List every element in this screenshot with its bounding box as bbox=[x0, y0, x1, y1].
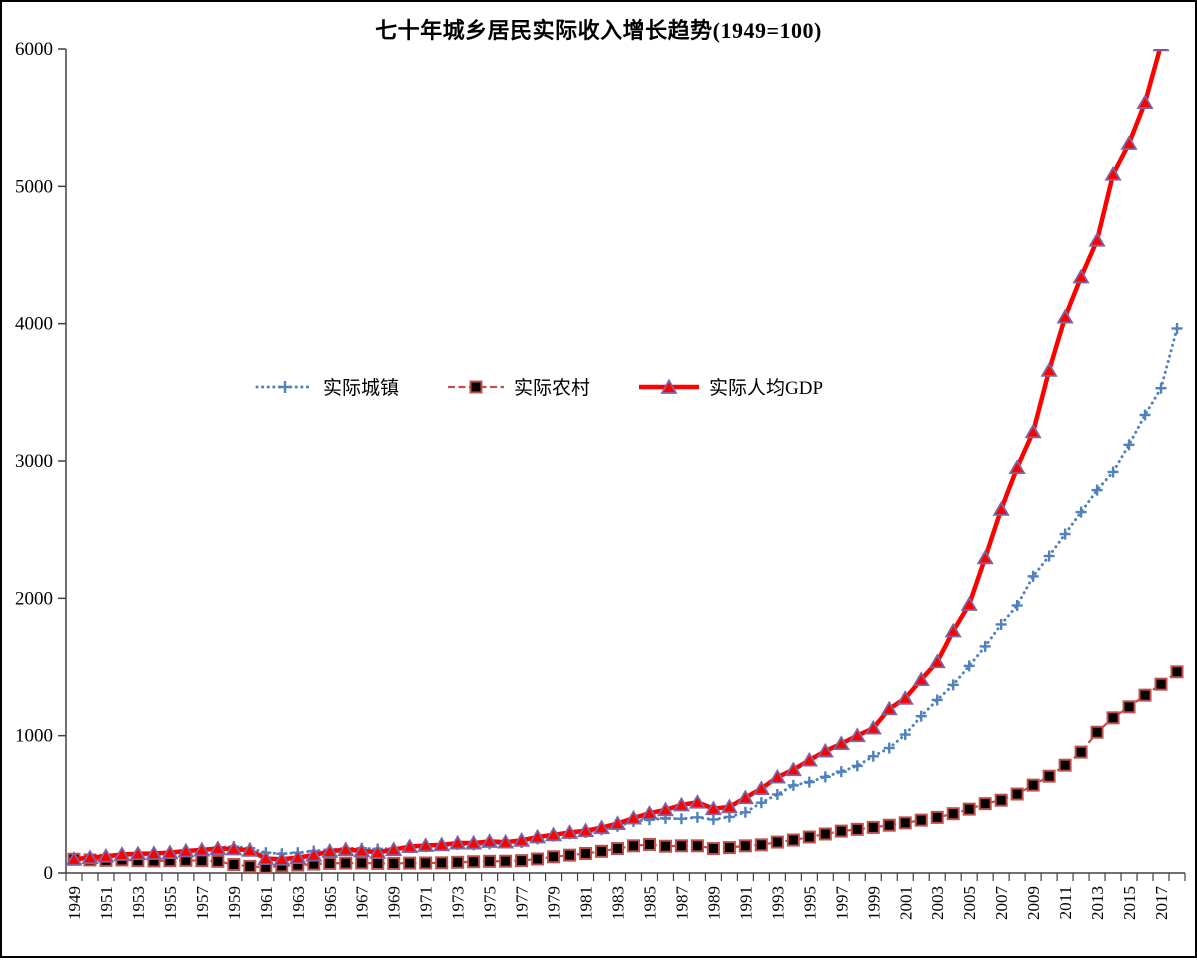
svg-text:1959: 1959 bbox=[225, 886, 244, 920]
svg-text:1953: 1953 bbox=[129, 886, 148, 920]
svg-text:0: 0 bbox=[44, 863, 54, 884]
legend-label-rural: 实际农村 bbox=[514, 378, 591, 399]
svg-text:1963: 1963 bbox=[289, 886, 308, 920]
svg-text:1983: 1983 bbox=[609, 886, 628, 920]
svg-text:1999: 1999 bbox=[864, 886, 883, 920]
svg-text:2009: 2009 bbox=[1024, 886, 1043, 920]
svg-text:2001: 2001 bbox=[896, 886, 915, 920]
svg-text:1993: 1993 bbox=[768, 886, 787, 920]
svg-text:1977: 1977 bbox=[513, 886, 532, 921]
svg-text:1951: 1951 bbox=[97, 886, 116, 920]
svg-text:1987: 1987 bbox=[672, 886, 691, 921]
svg-text:1989: 1989 bbox=[704, 886, 723, 920]
svg-text:1957: 1957 bbox=[193, 886, 212, 921]
legend: 实际城镇 实际农村 实际人均GDP bbox=[255, 373, 823, 400]
svg-text:1971: 1971 bbox=[417, 886, 436, 920]
svg-text:2005: 2005 bbox=[960, 886, 979, 920]
legend-label-urban: 实际城镇 bbox=[323, 378, 400, 399]
svg-text:4000: 4000 bbox=[15, 314, 53, 335]
svg-text:1985: 1985 bbox=[640, 886, 659, 920]
svg-text:2003: 2003 bbox=[928, 886, 947, 920]
svg-text:2015: 2015 bbox=[1120, 886, 1139, 920]
svg-text:1969: 1969 bbox=[385, 886, 404, 920]
svg-text:1967: 1967 bbox=[353, 886, 372, 921]
svg-text:1955: 1955 bbox=[161, 886, 180, 920]
svg-text:1997: 1997 bbox=[832, 886, 851, 921]
svg-text:2013: 2013 bbox=[1088, 886, 1107, 920]
svg-text:3000: 3000 bbox=[15, 451, 53, 472]
svg-text:1979: 1979 bbox=[545, 886, 564, 920]
svg-text:2007: 2007 bbox=[992, 886, 1011, 921]
svg-text:2011: 2011 bbox=[1056, 886, 1075, 919]
svg-text:1973: 1973 bbox=[449, 886, 468, 920]
rural-line-marker-icon bbox=[448, 380, 505, 393]
svg-text:1000: 1000 bbox=[15, 726, 53, 747]
legend-label-gdp: 实际人均GDP bbox=[709, 378, 824, 399]
legend-item-rural: 实际农村 bbox=[446, 373, 590, 400]
svg-text:1949: 1949 bbox=[65, 886, 84, 920]
svg-text:1995: 1995 bbox=[800, 886, 819, 920]
legend-item-urban: 实际城镇 bbox=[255, 373, 399, 400]
svg-text:1965: 1965 bbox=[321, 886, 340, 920]
svg-text:2017: 2017 bbox=[1152, 886, 1171, 921]
chart-title: 七十年城乡居民实际收入增长趋势(1949=100) bbox=[375, 18, 822, 43]
svg-text:2000: 2000 bbox=[15, 588, 53, 609]
svg-text:1975: 1975 bbox=[481, 886, 500, 920]
svg-text:1981: 1981 bbox=[577, 886, 596, 920]
svg-text:1991: 1991 bbox=[736, 886, 755, 920]
svg-text:5000: 5000 bbox=[15, 176, 53, 197]
urban-line-marker-icon bbox=[255, 380, 315, 393]
gdp-line-marker-icon bbox=[639, 378, 700, 394]
legend-item-gdp: 实际人均GDP bbox=[637, 373, 823, 400]
svg-text:6000: 6000 bbox=[15, 39, 53, 60]
svg-text:1961: 1961 bbox=[257, 886, 276, 920]
